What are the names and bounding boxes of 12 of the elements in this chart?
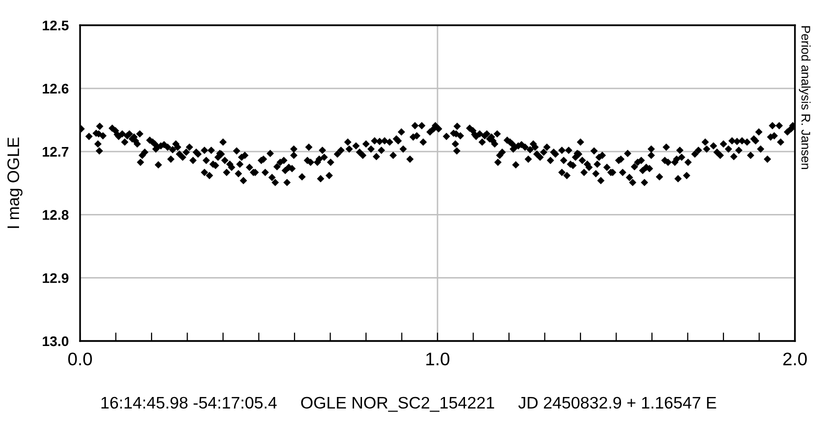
text: 16:14:45.98 -54:17:05.4 OGLE NOR_SC2_154221 JD 2450832.9 + 1.16547 E — [101, 396, 716, 412]
x-tick-label: 2.0 — [783, 352, 807, 366]
y-tick-label: 12.5 — [42, 20, 69, 30]
y-tick-label: 12.7 — [42, 146, 68, 157]
x-tick-label: 0.0 — [68, 352, 92, 366]
x-tick-label: 1.0 — [426, 352, 450, 366]
y-tick-label: 12.9 — [42, 273, 68, 284]
text: Period analysis R. Jansen — [798, 26, 811, 169]
y-tick-label: 12.6 — [42, 84, 68, 94]
y-tick-label: 13.0 — [42, 336, 68, 346]
y-axis-title: I mag OGLE — [7, 138, 22, 228]
y-tick-label: 12.8 — [42, 210, 69, 220]
